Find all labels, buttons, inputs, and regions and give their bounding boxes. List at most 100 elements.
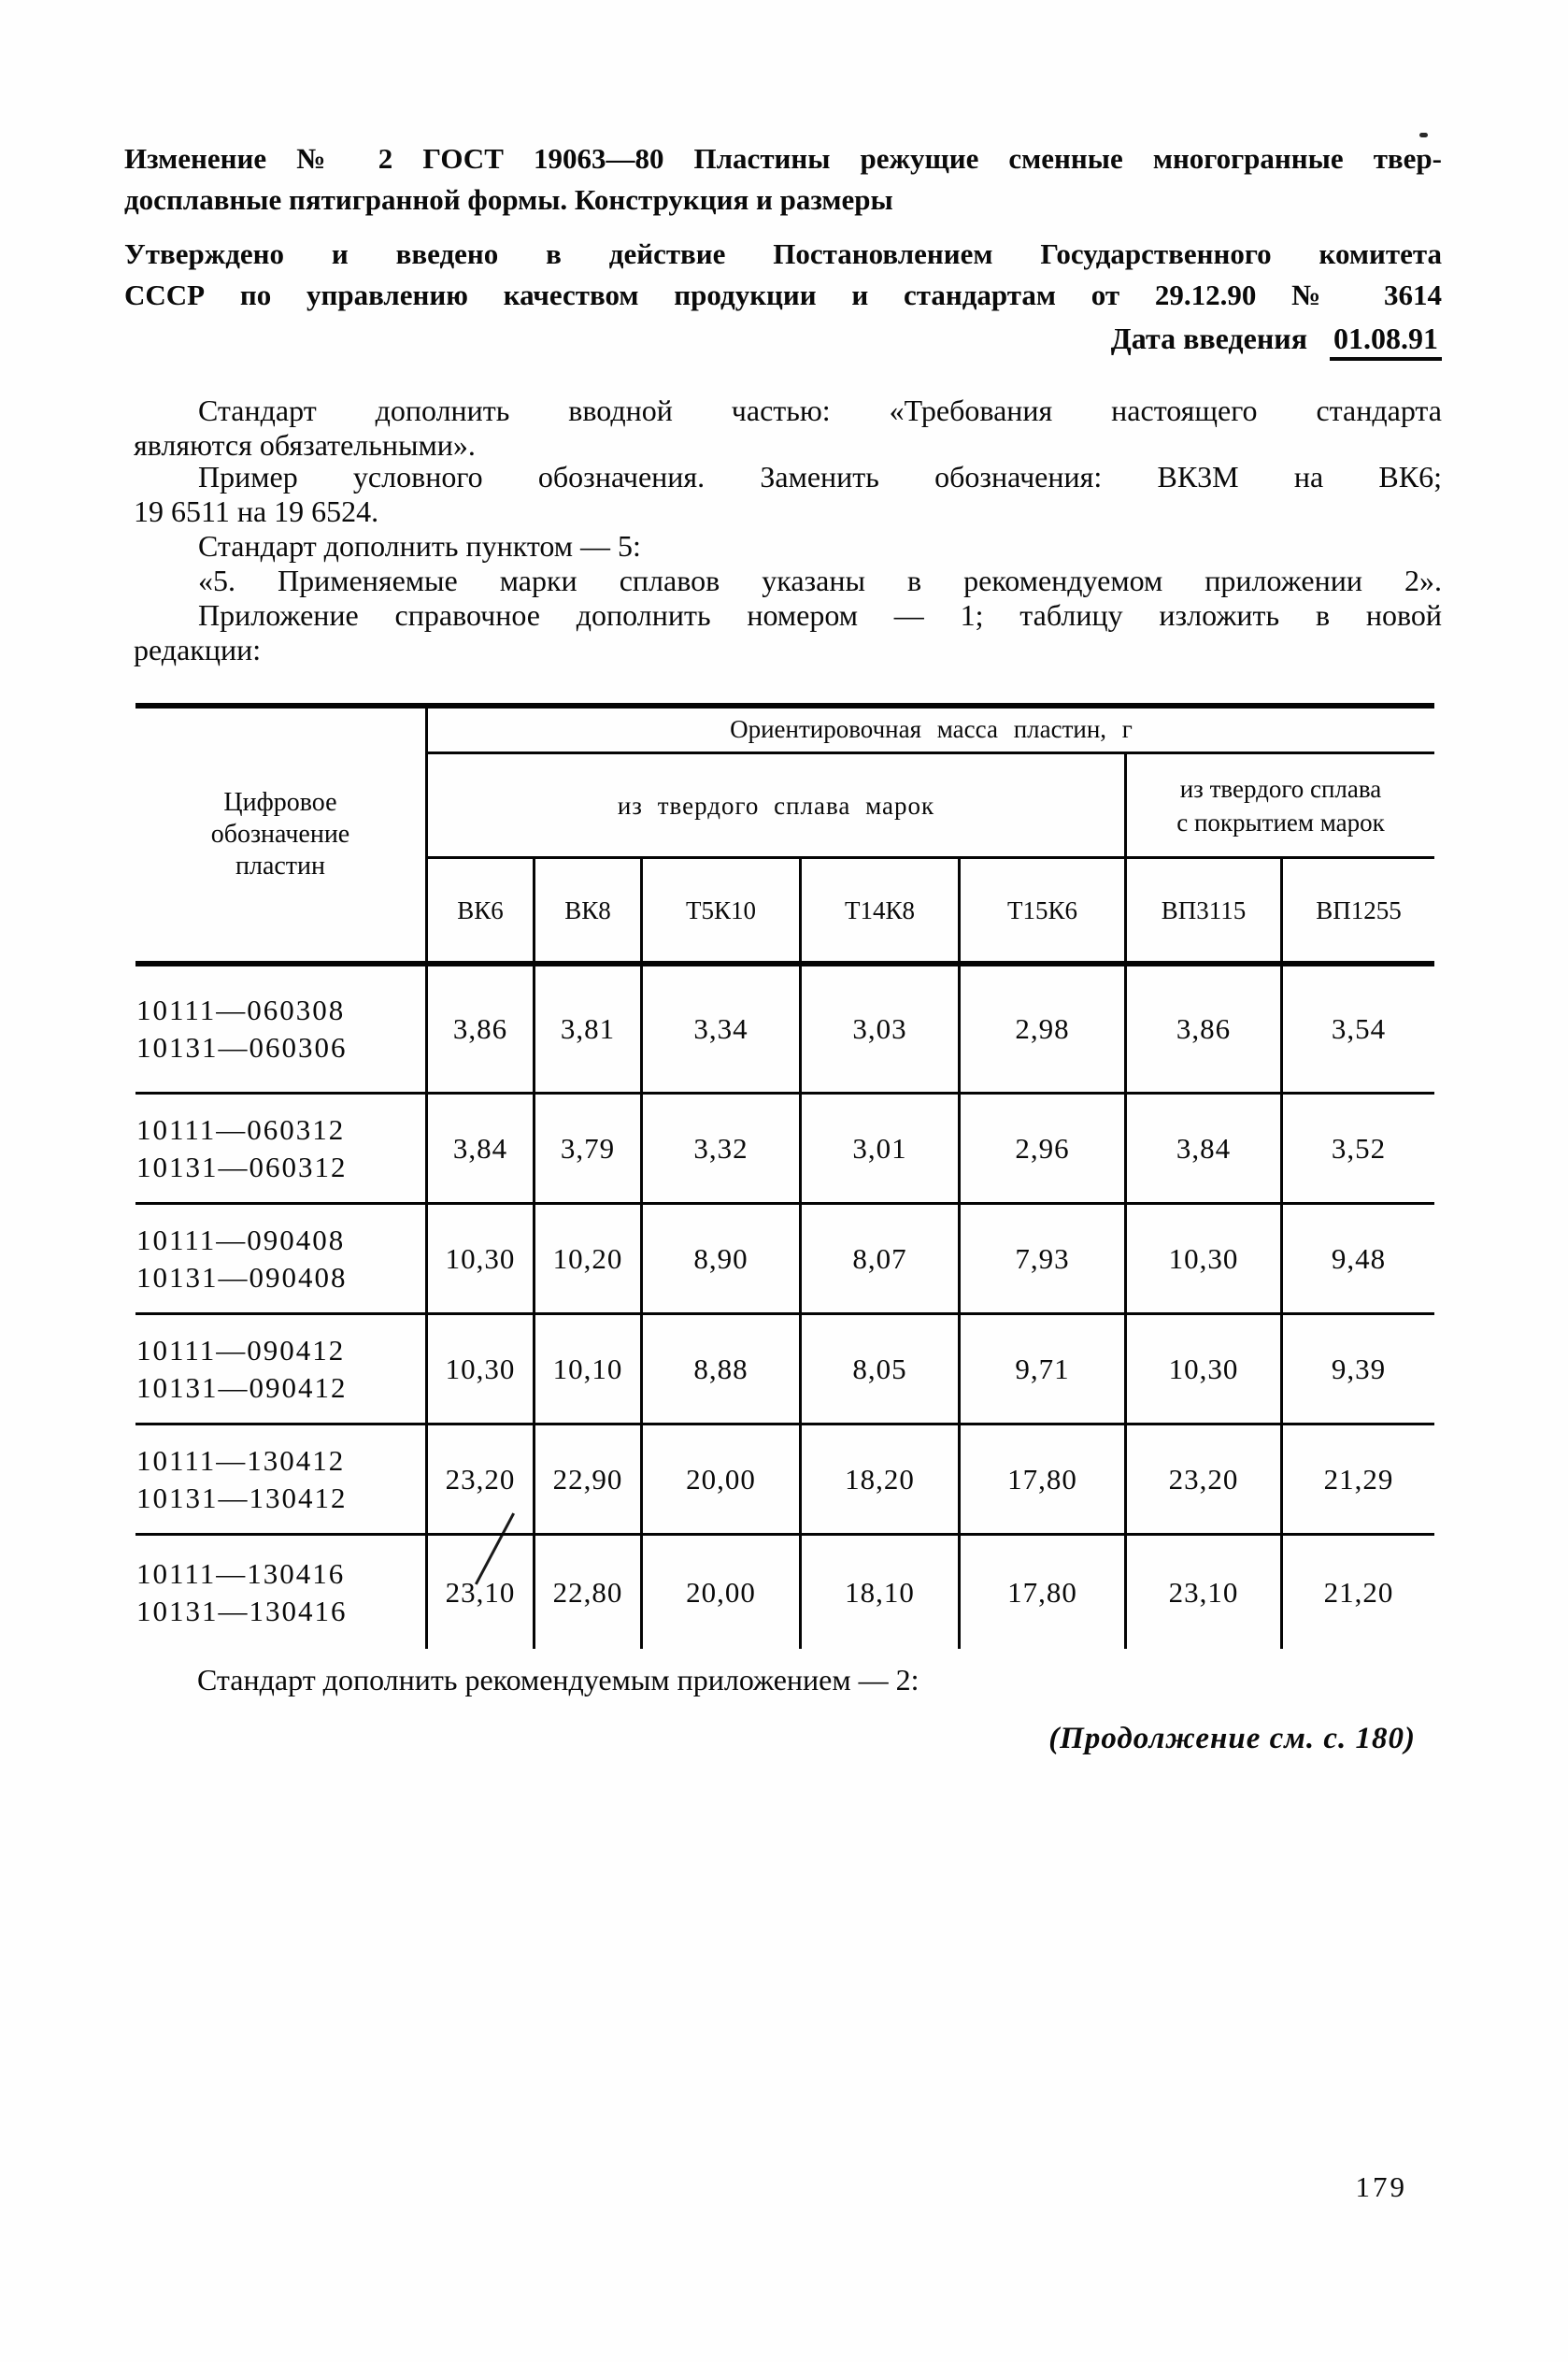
col-header-t5k10: Т5К10 <box>685 895 756 924</box>
value-cell: 21,20 <box>1280 1533 1434 1649</box>
table-top-rule <box>135 703 1434 709</box>
value-cell: 10,30 <box>1124 1312 1280 1423</box>
value-cell: 18,10 <box>799 1533 958 1649</box>
table-group2-header: из твердого сплава с покрытием марок <box>1127 754 1434 856</box>
value-cell: 20,00 <box>640 1423 799 1533</box>
value-cell: 3,54 <box>1280 966 1434 1092</box>
value-cell: 23,10 <box>425 1533 533 1649</box>
value-cell: 18,20 <box>799 1423 958 1533</box>
value-cell: 10,20 <box>533 1202 640 1312</box>
col-header-t14k8: Т14К8 <box>844 895 915 924</box>
body-p1-line2: являются обязательными». <box>134 428 476 462</box>
table-vrule-col1 <box>425 703 428 966</box>
table-stub-header: Цифровое обозначение пластин <box>135 703 425 966</box>
value-cell: 8,90 <box>640 1202 799 1312</box>
value-cell: 23,20 <box>1124 1423 1280 1533</box>
value-cell: 2,96 <box>958 1092 1124 1202</box>
page-number: 179 <box>1355 2170 1407 2203</box>
value-cell: 8,07 <box>799 1202 958 1312</box>
table-span-header: Ориентировочная масса пластин, г <box>730 715 1133 743</box>
value-cell: 10,30 <box>425 1312 533 1423</box>
value-cell: 2,98 <box>958 966 1124 1092</box>
value-cell: 3,86 <box>1124 966 1280 1092</box>
table-body: 10111—060308 10131—060306 3,86 3,81 3,34… <box>135 966 1434 1649</box>
col-header-vk8: ВК8 <box>564 895 611 924</box>
value-cell: 7,93 <box>958 1202 1124 1312</box>
designation-line: 10111—090408 <box>136 1223 346 1256</box>
designation-line: 10131—090412 <box>136 1370 348 1404</box>
stub-header-line: обозначение <box>210 820 350 849</box>
body-p2-line2: 19 6511 на 19 6524. <box>134 494 379 528</box>
value-cell: 23,10 <box>1124 1533 1280 1649</box>
designation-line: 10111—060308 <box>136 994 346 1026</box>
value-cell: 8,88 <box>640 1312 799 1423</box>
table-header-rule1 <box>425 752 1434 754</box>
value-cell: 3,84 <box>1124 1092 1280 1202</box>
continuation-note: (Продолжение см. с. 180) <box>1048 1722 1416 1755</box>
standard-title-line1: Изменение № 2 ГОСТ 19063—80 Пластины реж… <box>124 142 1442 175</box>
value-cell: 3,34 <box>640 966 799 1092</box>
designation-line: 10111—130412 <box>136 1443 346 1477</box>
value-cell: 10,10 <box>533 1312 640 1423</box>
value-cell: 17,80 <box>958 1423 1124 1533</box>
table-vrule-sub3 <box>799 856 802 966</box>
value-cell: 3,86 <box>425 966 533 1092</box>
approval-line2: СССР по управлению качеством продукции и… <box>124 279 1442 311</box>
designation-line: 10131—090408 <box>136 1260 348 1294</box>
designation-line: 10131—060306 <box>136 1031 348 1064</box>
table-head-body-rule <box>135 961 1434 966</box>
table-vrule-sub4 <box>958 856 961 966</box>
value-cell: 10,30 <box>425 1202 533 1312</box>
designation-cell: 10111—060312 10131—060312 <box>135 1092 425 1202</box>
group2-header-line: из твердого сплава <box>1179 774 1382 803</box>
mass-table: Цифровое обозначение пластин Ориентирово… <box>135 703 1434 1649</box>
value-cell: 23,20 <box>425 1423 533 1533</box>
approval-line1: Утверждено и введено в действие Постанов… <box>124 237 1442 270</box>
value-cell: 10,30 <box>1124 1202 1280 1312</box>
value-cell: 17,80 <box>958 1533 1124 1649</box>
value-cell: 3,32 <box>640 1092 799 1202</box>
body-p4: «5. Применяемые марки сплавов указаны в … <box>198 564 1442 597</box>
value-cell: 3,84 <box>425 1092 533 1202</box>
designation-line: 10131—130416 <box>136 1594 348 1627</box>
designation-line: 10131—060312 <box>136 1150 348 1183</box>
col-header-vk6: ВК6 <box>457 895 504 924</box>
value-cell: 20,00 <box>640 1533 799 1649</box>
value-cell: 3,01 <box>799 1092 958 1202</box>
effective-date-label: Дата введения <box>1110 322 1307 355</box>
designation-cell: 10111—130416 10131—130416 <box>135 1533 425 1649</box>
stub-header-line: пластин <box>235 852 326 880</box>
table-vrule-groups <box>1124 752 1127 966</box>
value-cell: 8,05 <box>799 1312 958 1423</box>
table-vrule-sub2 <box>640 856 643 966</box>
value-cell: 3,52 <box>1280 1092 1434 1202</box>
body-p3: Стандарт дополнить пунктом — 5: <box>198 529 641 563</box>
table-vrule-sub5 <box>1280 856 1283 966</box>
value-cell: 3,03 <box>799 966 958 1092</box>
designation-line: 10111—060312 <box>136 1112 346 1146</box>
stub-header-line: Цифровое <box>223 788 337 817</box>
designation-line: 10131—130412 <box>136 1481 348 1514</box>
designation-cell: 10111—090412 10131—090412 <box>135 1312 425 1423</box>
value-cell: 3,81 <box>533 966 640 1092</box>
col-header-t15k6: Т15К6 <box>1006 895 1077 924</box>
scan-artifact-dot <box>1419 133 1428 137</box>
value-cell: 9,39 <box>1280 1312 1434 1423</box>
effective-date-line: Дата введения 01.08.91 <box>1110 322 1442 361</box>
effective-date-value: 01.08.91 <box>1330 322 1442 361</box>
value-cell: 9,48 <box>1280 1202 1434 1312</box>
value-cell: 9,71 <box>958 1312 1124 1423</box>
table-header-rule2 <box>425 856 1434 859</box>
designation-line: 10111—090412 <box>136 1333 346 1367</box>
table-vrule-sub1 <box>533 856 535 966</box>
standard-title-line2: досплавные пятигранной формы. Конструкци… <box>124 183 893 216</box>
body-p2-line1: Пример условного обозначения. Заменить о… <box>198 460 1442 494</box>
col-header-vp1255: ВП1255 <box>1316 895 1402 924</box>
body-p5-line2: редакции: <box>134 633 262 666</box>
table-group1-header: из твердого сплава марок <box>617 791 935 820</box>
body-p1-line1: Стандарт дополнить вводной частью: «Треб… <box>198 394 1442 427</box>
col-header-vp3115: ВП3115 <box>1161 895 1247 924</box>
value-cell: 21,29 <box>1280 1423 1434 1533</box>
appendix-note: Стандарт дополнить рекомендуемым приложе… <box>197 1663 919 1696</box>
